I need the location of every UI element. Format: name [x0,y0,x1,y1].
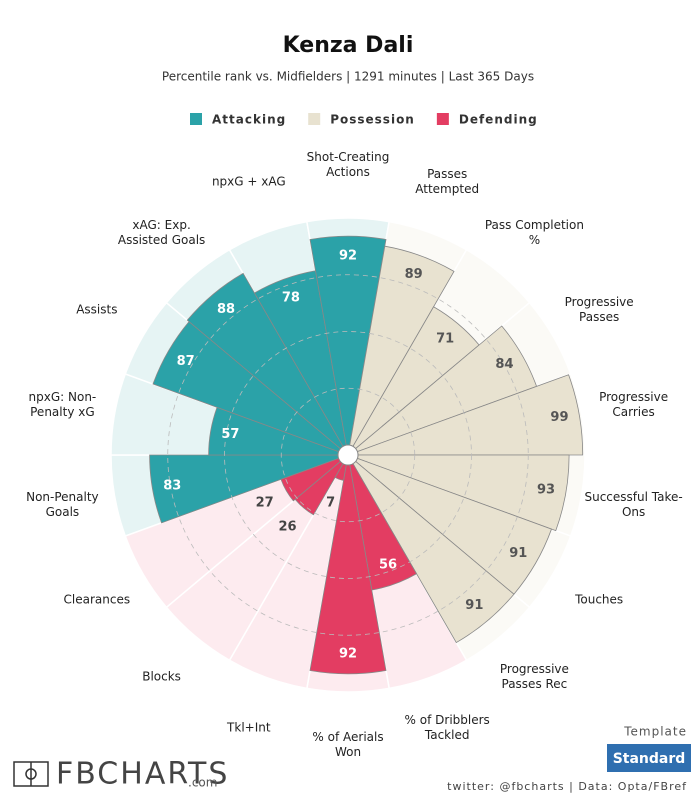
category-label: Tkl+Int [227,720,271,734]
legend-swatch [308,113,321,125]
grid-ring [280,387,416,523]
legend-label: Possession [330,113,415,127]
value-label: 91 [509,546,527,561]
category-label: xAG: Exp. Assisted Goals [117,217,206,247]
credit: twitter: @fbcharts | Data: Opta/FBref [447,780,687,793]
category-label: Progressive Carries [599,389,669,419]
value-label: 57 [221,427,239,442]
category-label: Blocks [142,669,181,684]
value-label: 78 [282,291,300,306]
center-hole [337,444,359,466]
category-label: Pass Completion % [484,217,584,247]
category-label: % of Dribblers Tackled [404,712,490,742]
category-label: Non-Penalty Goals [26,490,99,520]
value-label: 83 [163,478,181,493]
value-labels: 83 57 87 88 78 92 89 71 84 99 93 91 91 56 92 7 26 27 [163,249,568,662]
category-label: Assists [76,302,118,317]
value-label: 87 [177,354,195,369]
value-label: 93 [537,482,555,497]
value-label: 71 [436,332,454,347]
category-label: npxG: Non-Penalty xG [28,389,97,419]
category-label: Successful Take-Ons [584,490,683,520]
logo [13,761,49,787]
template-label: Template [623,725,687,739]
category-label: Touches [575,592,624,607]
value-label: 88 [217,302,235,317]
grid-ring [167,274,529,636]
value-label: 91 [465,598,483,613]
value-label: 89 [405,267,423,282]
value-label: 26 [279,520,297,535]
grid-ring [224,331,472,579]
value-label: 92 [339,646,357,661]
value-label: 7 [326,495,335,510]
category-label: Progressive Passes [564,295,634,324]
legend-swatch [436,113,449,125]
logo-suffix: .com [188,776,217,790]
value-label: 99 [550,410,568,425]
category-label: Passes Attempted [415,167,480,197]
legend-swatch [190,113,202,125]
category-label: npxG + xAG [211,174,286,189]
category-label: Shot-Creating Actions [306,150,390,179]
category-label: % of Aerials Won [312,730,384,759]
value-label: 92 [339,249,357,264]
category-label: Progressive Passes Rec [499,662,569,692]
template-button[interactable] [607,744,691,772]
value-label: 27 [256,496,274,511]
template-button-text[interactable]: Standard [613,751,686,767]
logo-text: FBCHARTS [56,757,229,792]
chart-title: Kenza Dali [283,33,414,58]
chart-subtitle: Percentile rank vs. Midfielders | 1291 m… [162,70,534,84]
value-label: 56 [379,558,397,573]
grid [167,274,529,636]
category-label: Clearances [63,592,131,607]
legend-label: Attacking [212,113,286,127]
value-label: 84 [495,357,513,372]
bars [149,235,584,675]
legend-label: Defending [459,113,538,127]
